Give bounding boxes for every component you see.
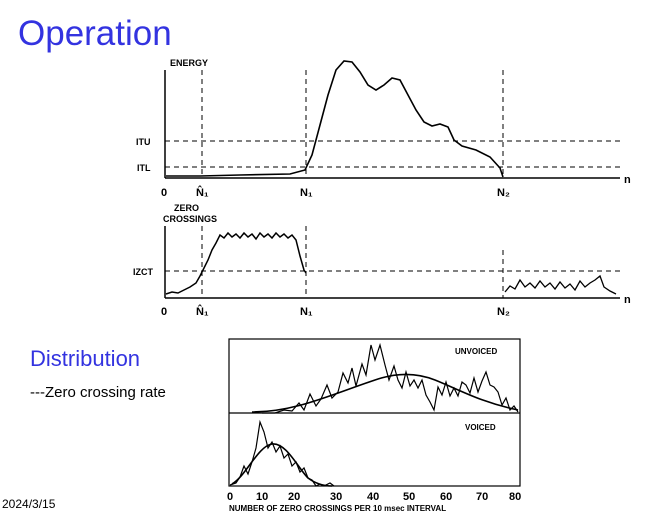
energy-plot: ENERGY ITU ITL 0 N̂₁ N₁ N₂ n <box>136 58 631 199</box>
energy-n1hat-label: N̂₁ <box>196 186 209 199</box>
voiced-fit-curve <box>231 443 333 487</box>
zc-ylabel-line1: ZERO <box>174 203 199 213</box>
voiced-histogram-curve <box>229 419 335 487</box>
tick-70: 70 <box>476 491 488 503</box>
bullet-text: ---Zero crossing rate <box>30 384 166 401</box>
tick-30: 30 <box>330 491 342 503</box>
energy-curve <box>166 60 504 178</box>
tick-60: 60 <box>440 491 452 503</box>
slide-date: 2024/3/15 <box>2 497 56 511</box>
zc-curve-speech <box>165 231 307 295</box>
zc-histogram: UNVOICED VOICED 0 10 20 30 40 50 60 70 8… <box>227 338 521 513</box>
itl-label: ITL <box>137 163 151 173</box>
tick-20: 20 <box>288 491 300 503</box>
zero-crossings-plot: ZERO CROSSINGS IZCT 0 N̂₁ N₁ N₂ n <box>133 203 631 318</box>
histogram-x-ticks: 0 10 20 30 40 50 60 70 80 <box>227 491 521 503</box>
slide-title: Operation <box>18 14 172 53</box>
zc-n1hat-label: N̂₁ <box>196 305 209 318</box>
unvoiced-histogram-curve <box>262 342 519 414</box>
zc-ylabel-line2: CROSSINGS <box>163 214 217 224</box>
zc-n1-label: N₁ <box>300 306 313 318</box>
zc-n-axis-label: n <box>624 294 631 306</box>
zc-origin-label: 0 <box>161 306 167 318</box>
energy-ylabel: ENERGY <box>170 58 208 68</box>
unvoiced-fit-curve <box>251 373 519 413</box>
slide-subtitle: Distribution <box>30 346 141 371</box>
itu-label: ITU <box>136 137 151 147</box>
energy-n2-label: N₂ <box>497 187 510 199</box>
tick-50: 50 <box>403 491 415 503</box>
tick-10: 10 <box>256 491 268 503</box>
unvoiced-label: UNVOICED <box>455 347 497 356</box>
tick-40: 40 <box>367 491 379 503</box>
energy-n-axis-label: n <box>624 174 631 186</box>
tick-0: 0 <box>227 491 233 503</box>
zc-n2-label: N₂ <box>497 306 510 318</box>
tick-80: 80 <box>509 491 521 503</box>
energy-n1-label: N₁ <box>300 187 313 199</box>
energy-origin-label: 0 <box>161 187 167 199</box>
zc-curve-tail <box>504 274 617 295</box>
histogram-xlabel: NUMBER OF ZERO CROSSINGS PER 10 msec INT… <box>229 504 446 513</box>
voiced-label: VOICED <box>465 423 496 432</box>
izct-label: IZCT <box>133 267 153 277</box>
